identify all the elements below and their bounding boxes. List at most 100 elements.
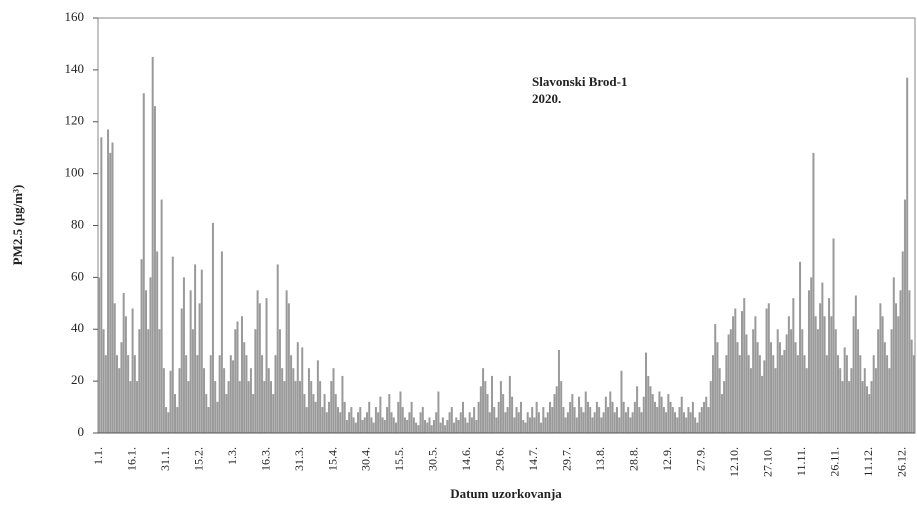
bar xyxy=(879,303,882,433)
x-tick-label: 27.10. xyxy=(761,447,775,477)
bar xyxy=(374,407,377,433)
bar xyxy=(149,277,152,433)
bar xyxy=(770,342,773,433)
bar xyxy=(680,396,683,433)
bar xyxy=(814,316,817,433)
bar xyxy=(584,391,587,433)
bar xyxy=(247,381,250,433)
bar xyxy=(216,401,219,433)
bar xyxy=(98,277,101,433)
bar xyxy=(160,199,163,433)
bar xyxy=(354,422,357,433)
bar xyxy=(348,412,351,433)
bar xyxy=(868,394,871,433)
bar xyxy=(466,422,469,433)
bar xyxy=(745,334,748,433)
bar xyxy=(578,396,581,433)
bar xyxy=(647,375,650,433)
bar xyxy=(886,355,889,433)
bar xyxy=(707,407,710,433)
bar xyxy=(153,106,156,433)
bar xyxy=(895,303,898,433)
bar xyxy=(674,412,677,433)
bar xyxy=(524,422,527,433)
bar xyxy=(841,381,844,433)
bar xyxy=(147,329,150,433)
bar xyxy=(399,391,402,433)
bar xyxy=(225,394,228,433)
bar xyxy=(883,342,886,433)
bar xyxy=(660,396,663,433)
y-axis-label: PM2.5 (µg/m³) xyxy=(10,185,25,266)
bar xyxy=(301,347,304,433)
bar xyxy=(439,422,442,433)
bar xyxy=(767,303,770,433)
bar xyxy=(435,412,438,433)
bar xyxy=(450,407,453,433)
bar xyxy=(593,412,596,433)
bar xyxy=(397,401,400,433)
bar xyxy=(528,417,531,433)
bar xyxy=(412,417,415,433)
bar xyxy=(276,264,279,433)
bar xyxy=(624,412,627,433)
bar xyxy=(778,342,781,433)
bar xyxy=(441,417,444,433)
bar xyxy=(191,329,194,433)
bar xyxy=(314,401,317,433)
bar xyxy=(109,152,112,433)
bar xyxy=(194,264,197,433)
bar xyxy=(573,407,576,433)
bar xyxy=(642,396,645,433)
bar xyxy=(564,417,567,433)
x-tick-label: 11.11. xyxy=(794,447,808,476)
bar xyxy=(437,391,440,433)
bar xyxy=(551,407,554,433)
annotation: 2020. xyxy=(532,91,561,106)
bar xyxy=(341,375,344,433)
bar xyxy=(415,422,418,433)
bar xyxy=(254,329,257,433)
bar xyxy=(682,412,685,433)
bar xyxy=(477,401,480,433)
bar xyxy=(803,355,806,433)
bar xyxy=(511,396,514,433)
bar xyxy=(214,381,217,433)
bar xyxy=(736,342,739,433)
bar xyxy=(591,417,594,433)
x-tick-label: 16.1. xyxy=(124,447,138,471)
bar xyxy=(424,420,427,433)
bar xyxy=(834,329,837,433)
bar xyxy=(107,129,110,433)
bar xyxy=(171,256,174,433)
bar xyxy=(285,290,288,433)
bar xyxy=(752,329,755,433)
bar xyxy=(156,251,159,433)
bar xyxy=(857,329,860,433)
bar xyxy=(622,401,625,433)
bar xyxy=(220,251,223,433)
bar xyxy=(252,394,255,433)
bar xyxy=(256,290,259,433)
bar xyxy=(609,391,612,433)
bar xyxy=(569,401,572,433)
bar xyxy=(323,394,326,433)
bar xyxy=(906,77,909,433)
bar xyxy=(662,407,665,433)
bar xyxy=(651,394,654,433)
bar xyxy=(457,420,460,433)
x-tick-label: 15.5. xyxy=(392,447,406,471)
bar xyxy=(729,329,732,433)
bar xyxy=(419,412,422,433)
bar xyxy=(513,417,516,433)
bar xyxy=(312,394,315,433)
bar xyxy=(207,407,210,433)
bar xyxy=(361,420,364,433)
bar xyxy=(464,417,467,433)
bar xyxy=(687,407,690,433)
bar xyxy=(381,417,384,433)
bar xyxy=(799,261,802,433)
bar xyxy=(620,370,623,433)
bar xyxy=(267,368,270,433)
x-tick-label: 26.12. xyxy=(894,447,908,477)
